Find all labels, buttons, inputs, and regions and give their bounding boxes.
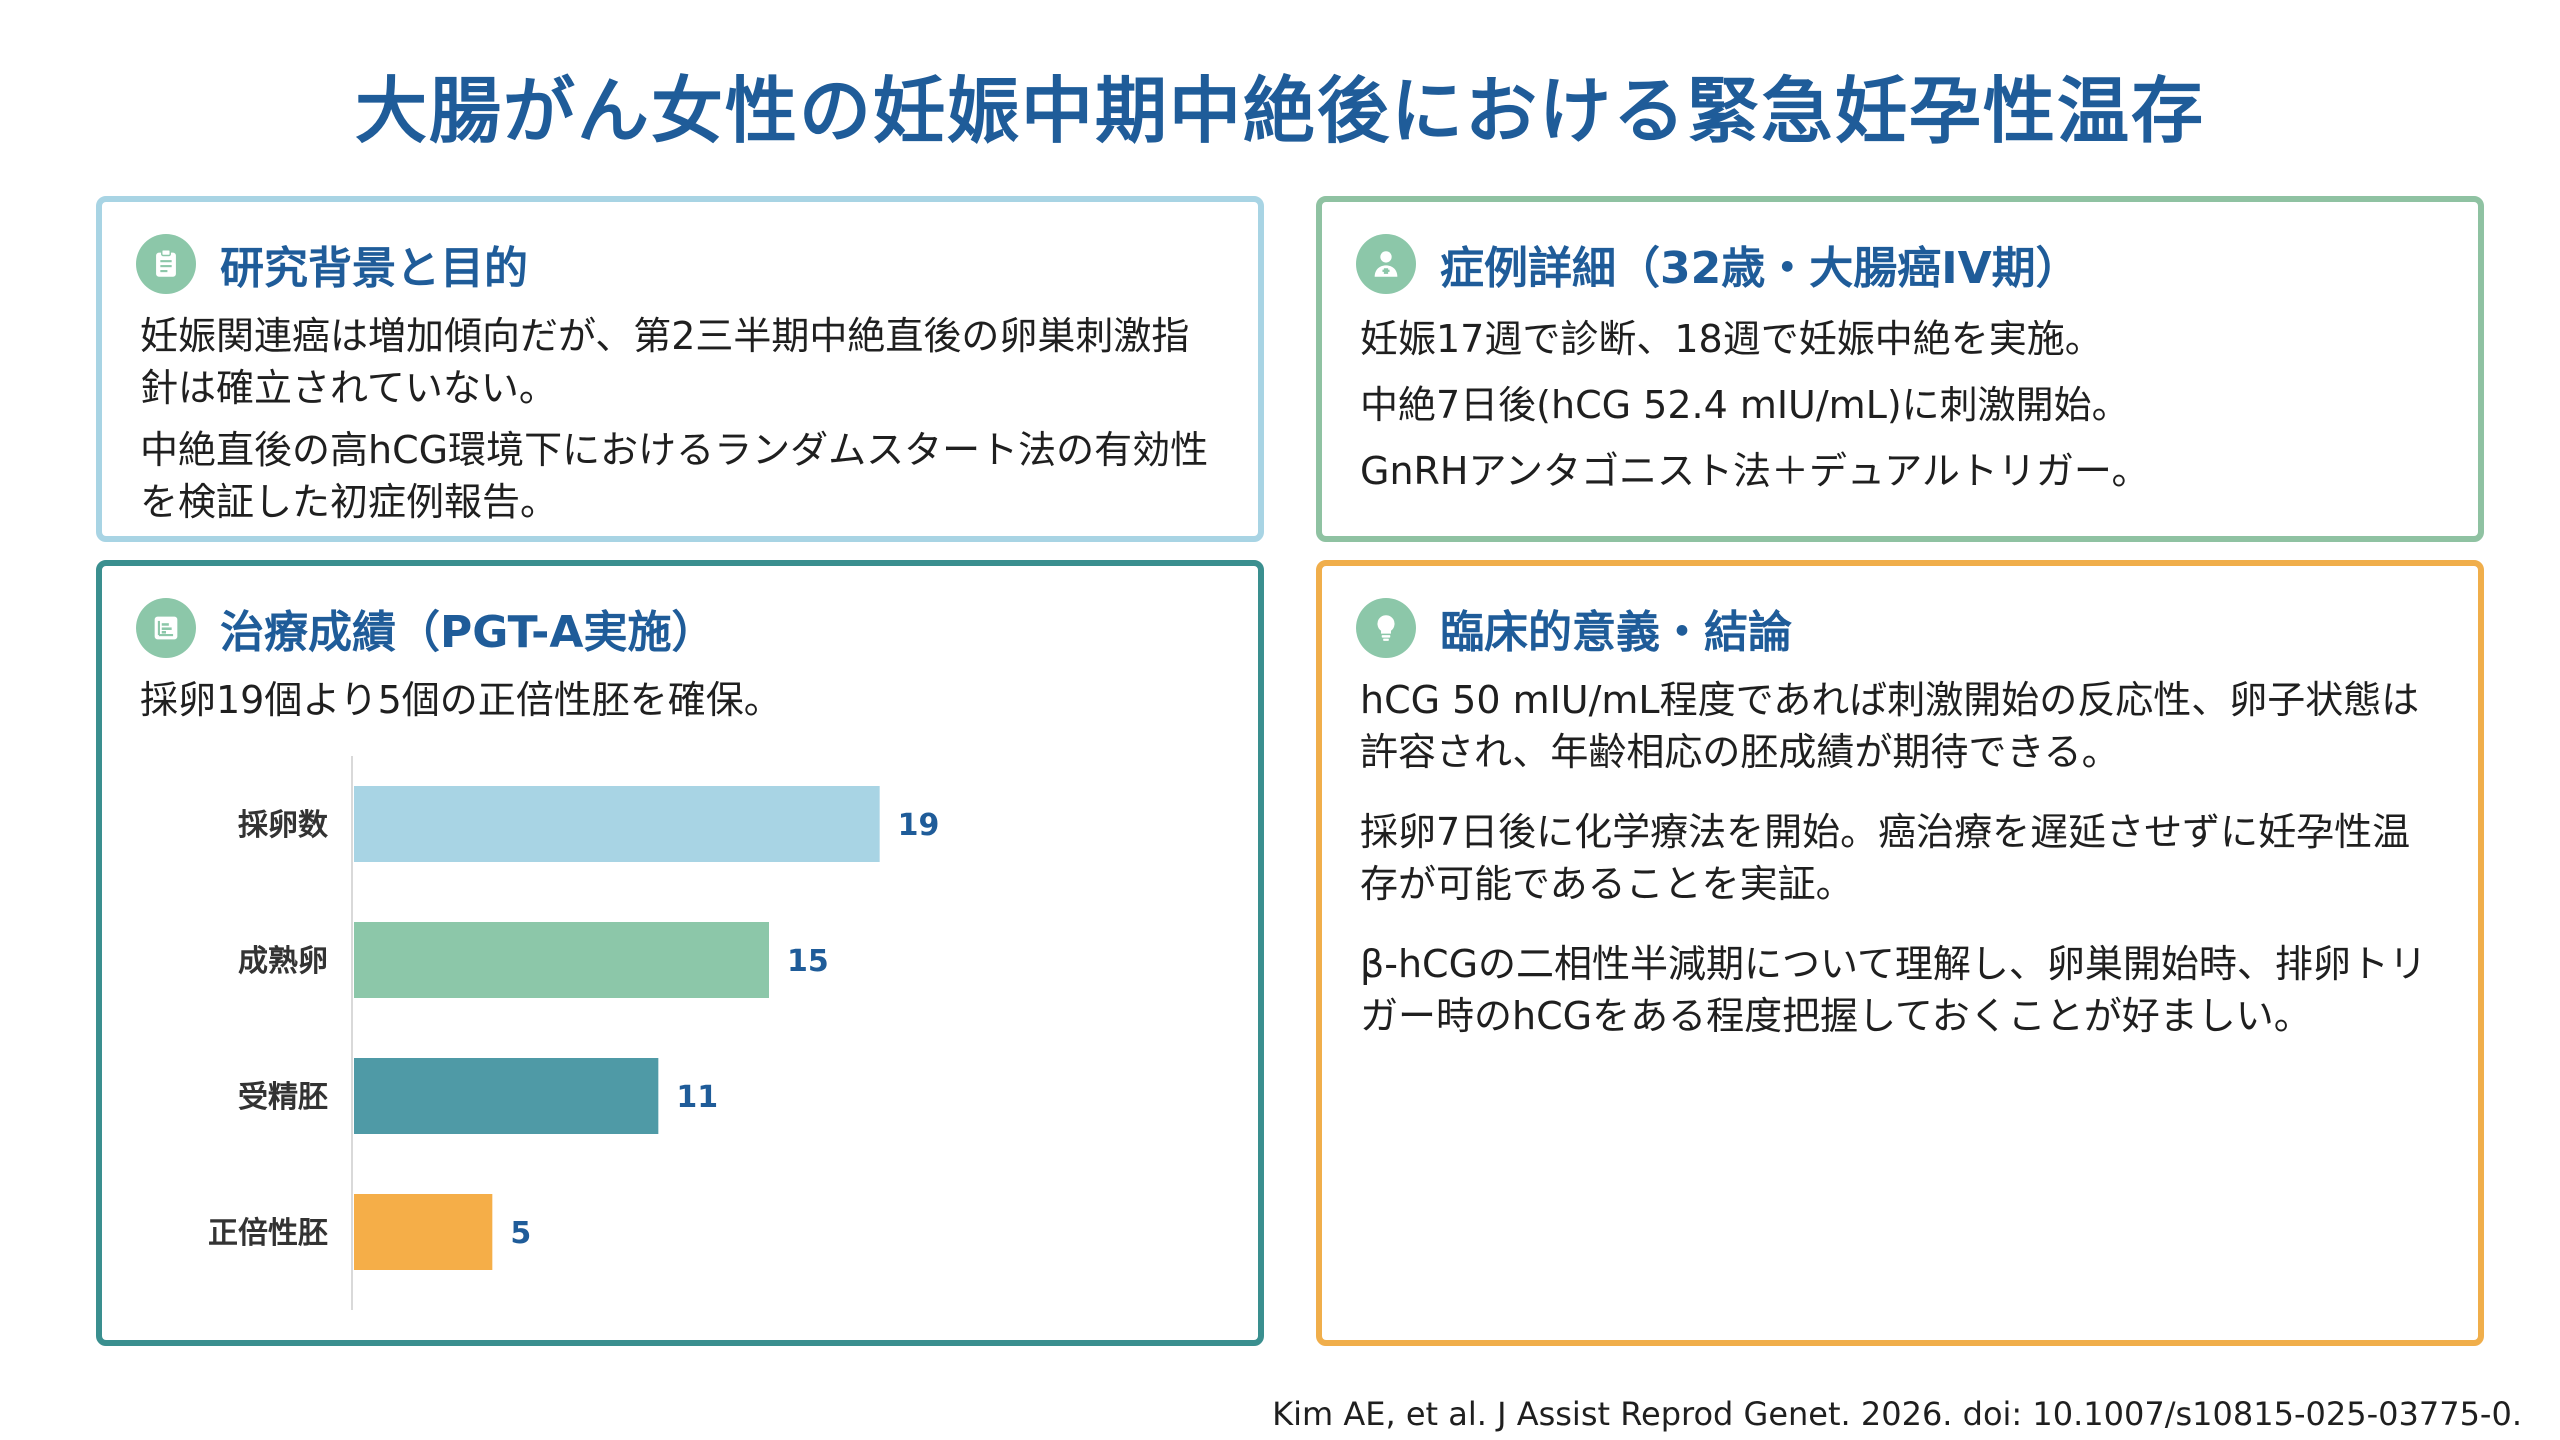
- category-label: 受精胚: [238, 1080, 328, 1115]
- case-paragraph: GnRHアンタゴニスト法＋デュアルトリガー。: [1360, 449, 2150, 493]
- page-title: 大腸がん女性の妊娠中期中絶後における緊急妊孕性温存: [354, 69, 2205, 153]
- results-card-body: 採卵19個より5個の正倍性胚を確保。: [140, 674, 1218, 736]
- results-chart: 採卵数 19 成熟卵 15 受精胚 11 正倍性胚 5: [132, 756, 1232, 1316]
- category-label: 採卵数: [238, 808, 329, 843]
- case-card: 症例詳細（32歳・大腸癌IV期） 妊娠17週で診断、18週で妊娠中絶を実施。 中…: [1316, 196, 2484, 542]
- results-card: 治療成績（PGT-A実施） 採卵19個より5個の正倍性胚を確保。 採卵数 19 成熟…: [96, 560, 1264, 1346]
- category-label: 正倍性胚: [208, 1216, 328, 1251]
- clipboard-icon: [136, 234, 196, 294]
- results-card-header: 治療成績（PGT-A実施）: [136, 596, 715, 660]
- case-card-body: 妊娠17週で診断、18週で妊娠中絶を実施。 中絶7日後(hCG 52.4 mIU…: [1360, 310, 2438, 508]
- citation: Kim AE, et al. J Assist Reprod Genet. 20…: [1272, 1395, 2522, 1433]
- conclusion-card: 臨床的意義・結論 hCG 50 mIU/mL程度であれば刺激開始の反応性、卵子状…: [1316, 560, 2484, 1346]
- case-paragraph: 妊娠17週で診断、18週で妊娠中絶を実施。: [1360, 317, 2103, 361]
- results-card-title: 治療成績（PGT-A実施）: [220, 607, 716, 658]
- conclusion-card-title: 臨床的意義・結論: [1440, 607, 1792, 658]
- data-label: 5: [510, 1216, 531, 1251]
- category-label: 成熟卵: [238, 944, 328, 979]
- doctor-icon: [1356, 234, 1416, 294]
- lightbulb-icon: [1356, 598, 1416, 658]
- background-card-body: 妊娠関連癌は増加傾向だが、第2三半期中絶直後の卵巣刺激指針は確立されていない。 …: [140, 310, 1218, 538]
- data-label: 15: [787, 944, 829, 979]
- bar-0: [354, 786, 880, 862]
- bar-2: [354, 1058, 659, 1134]
- chart-icon: [136, 598, 196, 658]
- case-card-title: 症例詳細（32歳・大腸癌IV期）: [1440, 243, 2080, 294]
- conclusion-paragraph: 採卵7日後に化学療法を開始。癌治療を遅延させずに妊孕性温存が可能であることを実証…: [1360, 810, 2411, 906]
- bar-chart-svg: 採卵数 19 成熟卵 15 受精胚 11 正倍性胚 5: [208, 756, 940, 1310]
- conclusion-card-header: 臨床的意義・結論: [1356, 596, 1792, 660]
- bar-3: [354, 1194, 493, 1270]
- data-label: 11: [676, 1080, 718, 1115]
- background-card-header: 研究背景と目的: [136, 232, 528, 296]
- conclusion-card-body: hCG 50 mIU/mL程度であれば刺激開始の反応性、卵子状態は許容され、年齢…: [1360, 674, 2438, 1070]
- data-label: 19: [898, 808, 940, 843]
- background-paragraph: 妊娠関連癌は増加傾向だが、第2三半期中絶直後の卵巣刺激指針は確立されていない。: [140, 314, 1190, 410]
- bar-1: [354, 922, 769, 998]
- background-paragraph: 中絶直後の高hCG環境下におけるランダムスタート法の有効性を検証した初症例報告。: [140, 428, 1209, 524]
- conclusion-paragraph: hCG 50 mIU/mL程度であれば刺激開始の反応性、卵子状態は許容され、年齢…: [1360, 678, 2420, 774]
- results-summary: 採卵19個より5個の正倍性胚を確保。: [140, 678, 782, 722]
- conclusion-paragraph: β-hCGの二相性半減期について理解し、卵巣開始時、排卵トリガー時のhCGをある…: [1360, 942, 2427, 1038]
- case-card-header: 症例詳細（32歳・大腸癌IV期）: [1356, 232, 2080, 296]
- background-card-title: 研究背景と目的: [220, 243, 528, 294]
- case-paragraph: 中絶7日後(hCG 52.4 mIU/mL)に刺激開始。: [1360, 383, 2130, 427]
- background-card: 研究背景と目的 妊娠関連癌は増加傾向だが、第2三半期中絶直後の卵巣刺激指針は確立…: [96, 196, 1264, 542]
